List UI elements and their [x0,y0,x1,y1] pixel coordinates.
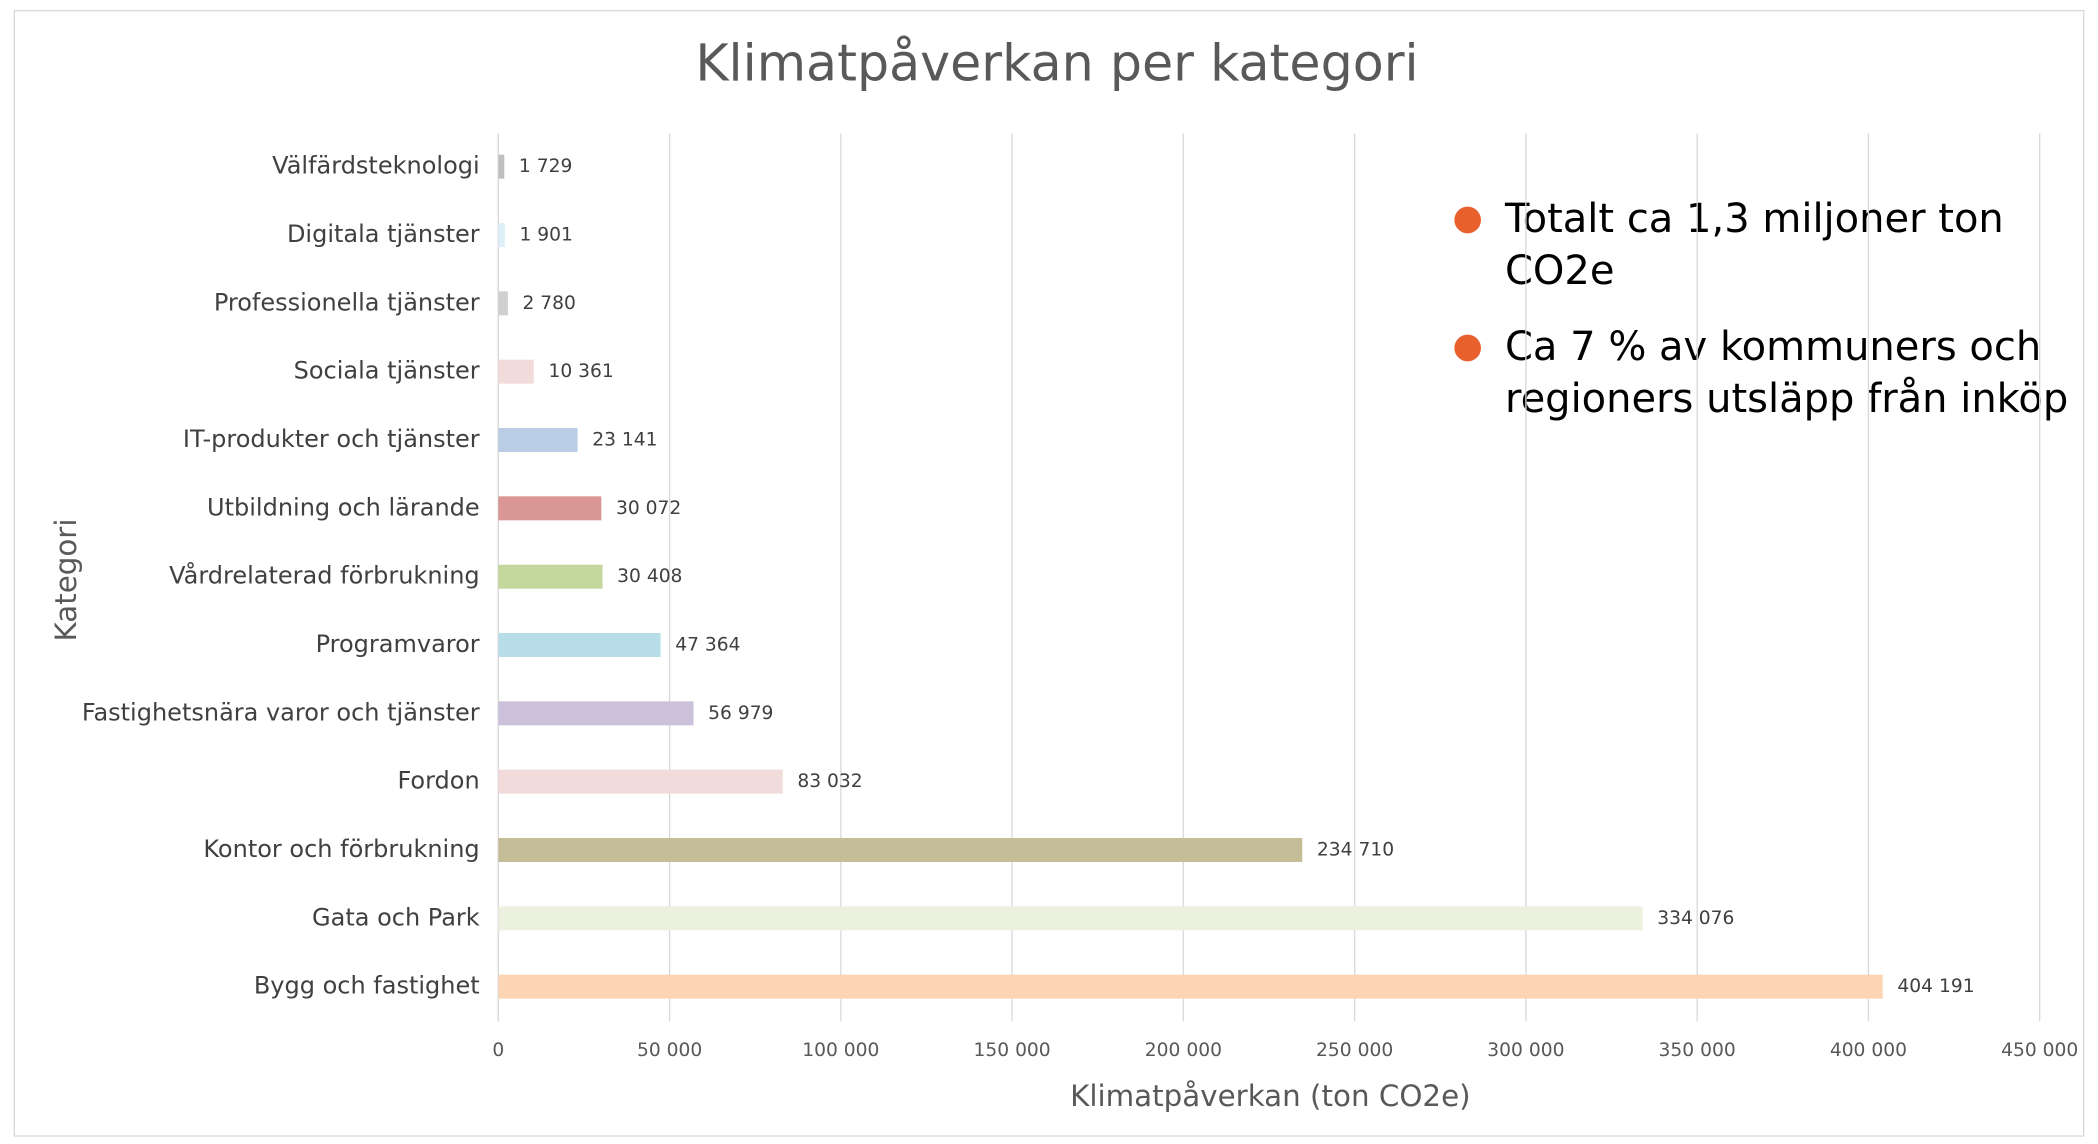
bar [498,974,1883,999]
value-label: 1 729 [519,156,572,177]
bar [498,769,783,794]
bar [498,154,505,179]
y-tick-label: IT-produkter och tjänster [183,425,480,453]
x-tick-label: 150 000 [974,1040,1051,1061]
x-tick-label: 400 000 [1830,1040,1907,1061]
x-tick-label: 0 [492,1040,504,1061]
x-tick-label: 250 000 [1316,1040,1393,1061]
y-tick-label: Sociala tjänster [294,357,480,385]
y-tick-label: Välfärdsteknologi [272,152,480,180]
annotation-text: Totalt ca 1,3 miljoner ton CO2e [1505,196,2004,295]
annotation: Ca 7 % av kommuners och regioners utsläp… [1454,321,2081,425]
x-tick-label: 200 000 [1145,1040,1222,1061]
bar [498,838,1303,862]
x-tick-label: 450 000 [2001,1040,2078,1061]
bar [498,223,505,247]
y-axis-label: Kategori [49,519,83,642]
y-tick-label: Fastighetsnära varor och tjänster [82,698,480,726]
value-label: 10 361 [548,361,613,382]
value-label: 334 076 [1657,908,1734,929]
value-label: 23 141 [592,430,657,451]
bar [498,906,1643,931]
bar [498,633,661,657]
y-tick-label: Programvaror [316,630,480,658]
value-label: 56 979 [708,703,773,724]
y-tick-label: Digitala tjänster [287,220,480,248]
value-label: 83 032 [797,771,862,792]
bar [498,291,508,316]
x-tick-label: 300 000 [1487,1040,1564,1061]
bar [498,428,578,452]
x-tick-label: 350 000 [1659,1040,1736,1061]
value-label: 30 072 [616,498,681,519]
value-label: 2 780 [523,293,576,314]
value-label: 1 901 [520,225,573,246]
bar [498,701,694,726]
annotations: Totalt ca 1,3 miljoner ton CO2e Ca 7 % av… [1454,193,2081,425]
annotation-text: Ca 7 % av kommuners och regioners utsläp… [1505,324,2069,423]
bar [498,496,602,521]
chart-border [13,10,2085,1137]
y-tick-label: Vårdrelaterad förbrukning [169,561,480,590]
annotation: Totalt ca 1,3 miljoner ton CO2e [1454,193,2081,297]
y-tick-label: Gata och Park [312,903,480,931]
bullet [1454,334,1481,362]
x-tick-label: 100 000 [802,1040,879,1061]
bullet [1454,206,1481,234]
bar [498,359,534,384]
value-label: 30 408 [617,566,682,587]
y-tick-label: Utbildning och lärande [207,493,480,521]
y-tick-label: Professionella tjänster [214,288,480,316]
value-label: 234 710 [1317,840,1394,861]
value-label: 47 364 [675,635,740,656]
x-tick-label: 50 000 [637,1040,702,1061]
value-label: 404 191 [1897,976,1974,997]
chart-title: Klimatpåverkan per kategori [695,34,1418,93]
x-axis-label: Klimatpåverkan (ton CO2e) [1070,1079,1470,1113]
annotation-list: Totalt ca 1,3 miljoner ton CO2e Ca 7 % av… [1454,193,2081,425]
y-tick-label: Fordon [397,767,479,795]
bar [498,564,603,589]
y-tick-label: Kontor och förbrukning [203,835,479,863]
y-tick-label: Bygg och fastighet [254,972,480,1000]
